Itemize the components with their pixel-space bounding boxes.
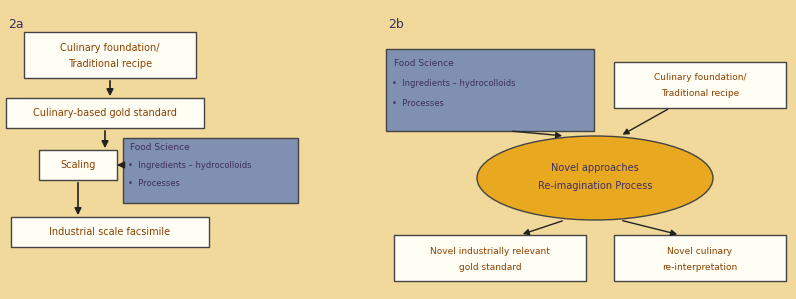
Bar	[614, 62, 786, 108]
Text: gold standard: gold standard	[458, 263, 521, 271]
Text: •  Processes: • Processes	[392, 100, 444, 109]
Text: 2a: 2a	[8, 18, 24, 31]
Text: Food Science: Food Science	[131, 144, 190, 152]
Text: 2b: 2b	[388, 18, 404, 31]
Bar	[6, 98, 204, 128]
Text: Traditional recipe: Traditional recipe	[661, 89, 739, 98]
Text: •  Ingredients – hydrocolloids: • Ingredients – hydrocolloids	[128, 161, 252, 170]
Text: Culinary foundation/: Culinary foundation/	[654, 74, 747, 83]
Text: •  Ingredients – hydrocolloids: • Ingredients – hydrocolloids	[392, 80, 516, 89]
Text: Scaling: Scaling	[60, 160, 96, 170]
Text: re-interpretation: re-interpretation	[662, 263, 738, 271]
Text: Novel culinary: Novel culinary	[667, 246, 732, 256]
Bar	[386, 49, 594, 131]
Text: Industrial scale facsimile: Industrial scale facsimile	[49, 227, 170, 237]
Text: Culinary foundation/: Culinary foundation/	[60, 43, 160, 53]
Bar	[123, 138, 298, 202]
Bar	[39, 150, 117, 180]
Bar	[394, 235, 586, 281]
Text: Re-imagination Process: Re-imagination Process	[538, 181, 652, 191]
Ellipse shape	[477, 136, 713, 220]
Text: Culinary-based gold standard: Culinary-based gold standard	[33, 108, 177, 118]
Text: Traditional recipe: Traditional recipe	[68, 59, 152, 69]
Bar	[614, 235, 786, 281]
Bar	[24, 32, 196, 78]
Text: Novel industrially relevant: Novel industrially relevant	[430, 246, 550, 256]
Text: •  Processes: • Processes	[128, 179, 181, 188]
Bar	[11, 217, 209, 247]
Text: Food Science: Food Science	[394, 60, 454, 68]
Text: Novel approaches: Novel approaches	[551, 163, 639, 173]
